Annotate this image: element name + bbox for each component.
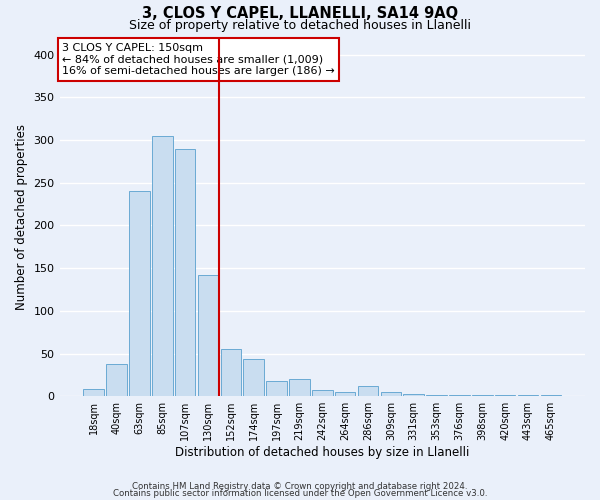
Bar xyxy=(289,379,310,396)
Bar xyxy=(449,394,470,396)
Text: Size of property relative to detached houses in Llanelli: Size of property relative to detached ho… xyxy=(129,18,471,32)
Bar xyxy=(312,390,332,396)
X-axis label: Distribution of detached houses by size in Llanelli: Distribution of detached houses by size … xyxy=(175,446,469,459)
Bar xyxy=(358,386,378,396)
Text: 3, CLOS Y CAPEL, LLANELLI, SA14 9AQ: 3, CLOS Y CAPEL, LLANELLI, SA14 9AQ xyxy=(142,6,458,22)
Bar xyxy=(266,381,287,396)
Y-axis label: Number of detached properties: Number of detached properties xyxy=(15,124,28,310)
Bar xyxy=(244,358,264,396)
Bar xyxy=(152,136,173,396)
Bar xyxy=(380,392,401,396)
Bar xyxy=(221,349,241,396)
Text: 3 CLOS Y CAPEL: 150sqm
← 84% of detached houses are smaller (1,009)
16% of semi-: 3 CLOS Y CAPEL: 150sqm ← 84% of detached… xyxy=(62,43,335,76)
Bar xyxy=(129,191,150,396)
Text: Contains HM Land Registry data © Crown copyright and database right 2024.: Contains HM Land Registry data © Crown c… xyxy=(132,482,468,491)
Text: Contains public sector information licensed under the Open Government Licence v3: Contains public sector information licen… xyxy=(113,489,487,498)
Bar xyxy=(106,364,127,396)
Bar xyxy=(83,390,104,396)
Bar xyxy=(335,392,355,396)
Bar xyxy=(403,394,424,396)
Bar xyxy=(175,148,196,396)
Bar xyxy=(198,275,218,396)
Bar xyxy=(426,394,447,396)
